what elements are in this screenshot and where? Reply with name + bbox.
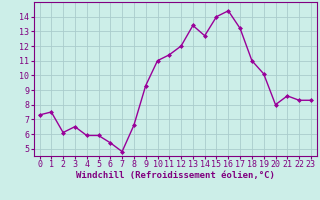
X-axis label: Windchill (Refroidissement éolien,°C): Windchill (Refroidissement éolien,°C) <box>76 171 275 180</box>
